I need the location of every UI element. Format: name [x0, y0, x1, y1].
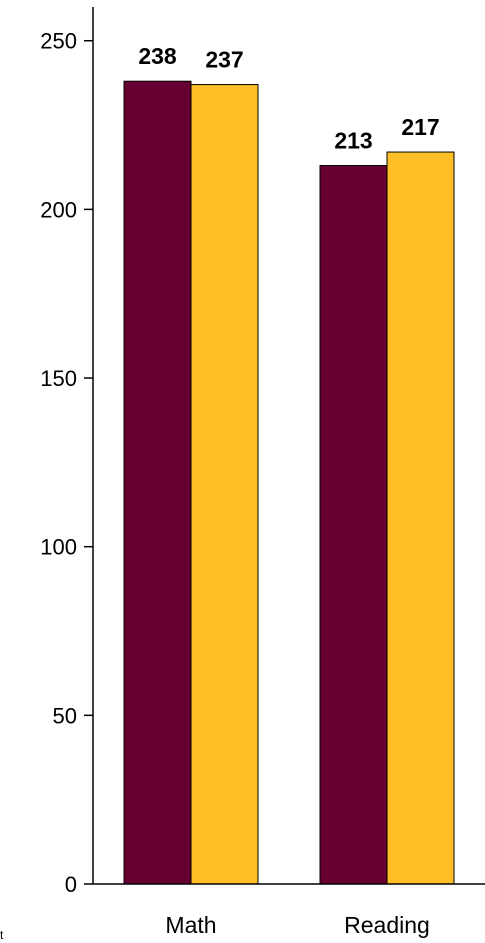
bar-math-series-2: [190, 84, 259, 885]
data-labels: 238 237 213 217: [138, 43, 439, 153]
bar-math-series-1: [123, 80, 192, 885]
bar-reading-series-1: [319, 165, 388, 885]
y-axis: 0 50 100 150 200 250: [40, 7, 94, 897]
data-label-reading-series-2: 217: [401, 114, 439, 140]
data-label-math-series-1: 238: [138, 43, 177, 69]
y-tick-label: 250: [40, 29, 77, 54]
x-tick-label-math: Math: [165, 912, 216, 938]
data-label-math-series-2: 237: [205, 47, 243, 73]
y-tick-label: 200: [40, 197, 77, 222]
x-tick-label-reading: Reading: [344, 912, 430, 938]
footnote-fragment: t: [0, 928, 4, 942]
x-axis: Math Reading: [93, 883, 485, 938]
y-tick-label: 50: [53, 703, 77, 728]
y-tick-label: 100: [40, 535, 77, 560]
y-tick-label: 150: [40, 366, 77, 391]
y-tick-label: 0: [65, 872, 77, 897]
bar-reading-series-2: [386, 151, 455, 885]
bars: [123, 80, 455, 885]
data-label-reading-series-1: 213: [334, 128, 372, 154]
